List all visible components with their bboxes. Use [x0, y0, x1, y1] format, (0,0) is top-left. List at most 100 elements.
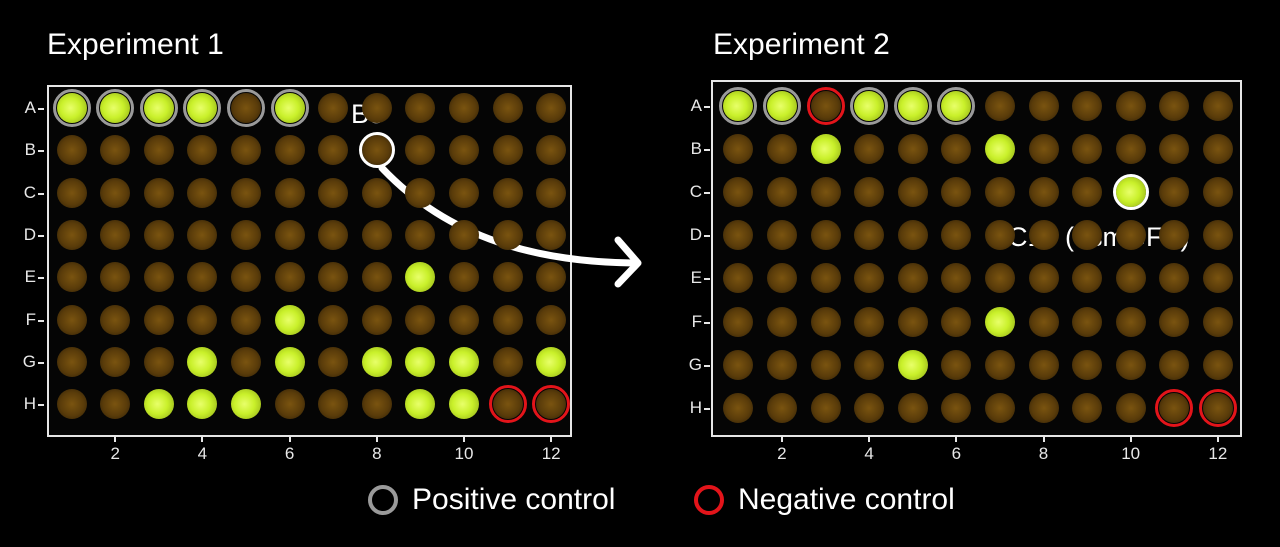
well-a8	[1028, 91, 1059, 121]
column-label-2: 2	[110, 444, 120, 463]
row-tick	[704, 106, 710, 108]
column-tick	[780, 437, 783, 442]
well-d11	[1159, 220, 1190, 251]
row-tick	[704, 192, 710, 195]
well-h2	[100, 389, 131, 420]
well-c12	[1202, 177, 1233, 208]
positive-control-ring-a1	[719, 87, 758, 125]
well-d7	[984, 220, 1015, 251]
row-tick	[38, 277, 44, 280]
well-h10	[1115, 392, 1146, 423]
well-g6	[274, 346, 305, 377]
row-label-d: D	[689, 225, 702, 245]
well-c10	[449, 177, 479, 208]
well-b1	[723, 134, 754, 165]
well-e6	[941, 263, 972, 294]
well-f6	[941, 306, 972, 337]
well-b5	[897, 134, 928, 165]
well-d7	[318, 219, 349, 250]
well-d3	[143, 219, 174, 250]
row-label-b: B	[690, 139, 702, 159]
positive-control-ring-a4	[850, 87, 889, 125]
well-g12	[536, 346, 567, 377]
well-h6	[941, 392, 972, 423]
well-h3	[143, 389, 174, 420]
row-label-h: H	[689, 397, 702, 417]
well-e1	[56, 262, 87, 293]
well-d9	[1072, 220, 1103, 251]
well-a9	[405, 93, 436, 123]
well-b7	[984, 134, 1015, 165]
well-h4	[187, 389, 218, 420]
row-tick	[38, 192, 44, 195]
row-label-c: C	[23, 182, 36, 202]
negative-control-ring-h12	[532, 385, 571, 424]
well-g8	[1028, 349, 1059, 380]
row-tick	[38, 108, 44, 110]
well-e4	[187, 262, 218, 293]
well-d3	[810, 220, 841, 251]
well-f4	[854, 306, 885, 337]
well-b8	[1028, 134, 1059, 165]
well-g4	[187, 346, 218, 377]
well-h10	[449, 389, 479, 420]
row-tick	[704, 321, 710, 324]
well-f4	[187, 304, 218, 335]
well-b5	[231, 135, 261, 166]
row-tick	[704, 407, 710, 410]
column-tick	[463, 437, 465, 442]
column-tick	[114, 437, 117, 442]
well-g6	[941, 349, 972, 380]
well-g2	[100, 346, 131, 377]
column-label-10: 10	[1121, 444, 1141, 463]
well-d1	[723, 220, 754, 251]
well-g3	[143, 346, 174, 377]
well-d6	[941, 220, 972, 251]
well-b10	[1115, 134, 1146, 165]
row-tick	[38, 234, 44, 237]
well-b7	[318, 135, 349, 166]
well-d1	[56, 219, 87, 250]
row-label-c: C	[689, 182, 702, 202]
row-label-b: B	[24, 140, 36, 160]
well-c1	[723, 177, 754, 208]
positive-control-ring-a4	[183, 89, 222, 127]
column-tick	[955, 437, 958, 442]
row-label-d: D	[23, 224, 36, 244]
experiment-2-title: Experiment 2	[713, 28, 890, 61]
well-g10	[1115, 349, 1146, 380]
well-c4	[854, 177, 885, 208]
well-e2	[766, 263, 797, 294]
highlight-ring-c10	[1112, 174, 1149, 211]
well-d5	[897, 220, 928, 251]
well-a12	[536, 93, 567, 123]
well-f10	[1115, 306, 1146, 337]
row-label-h: H	[23, 394, 36, 414]
column-label-6: 6	[951, 444, 962, 463]
well-f2	[100, 304, 131, 335]
positive-control-swatch	[368, 485, 398, 515]
well-g2	[766, 349, 797, 380]
well-g11	[1159, 349, 1190, 380]
well-h1	[56, 389, 87, 420]
well-e11	[1159, 263, 1190, 294]
row-label-a: A	[690, 96, 702, 115]
well-f12	[536, 304, 567, 335]
well-h4	[854, 392, 885, 423]
column-tick	[868, 437, 871, 442]
well-f9	[1072, 306, 1103, 337]
well-g9	[1072, 349, 1103, 380]
well-f8	[1028, 306, 1059, 337]
well-a11	[492, 93, 523, 123]
well-f5	[231, 304, 261, 335]
row-tick	[704, 364, 710, 367]
well-h5	[231, 389, 261, 420]
well-a9	[1072, 91, 1103, 121]
well-e8	[1028, 263, 1059, 294]
column-label-4: 4	[864, 444, 874, 463]
well-c1	[56, 177, 87, 208]
well-f5	[897, 306, 928, 337]
negative-control-label: Negative control	[738, 483, 955, 516]
row-tick	[38, 361, 44, 364]
well-f3	[810, 306, 841, 337]
